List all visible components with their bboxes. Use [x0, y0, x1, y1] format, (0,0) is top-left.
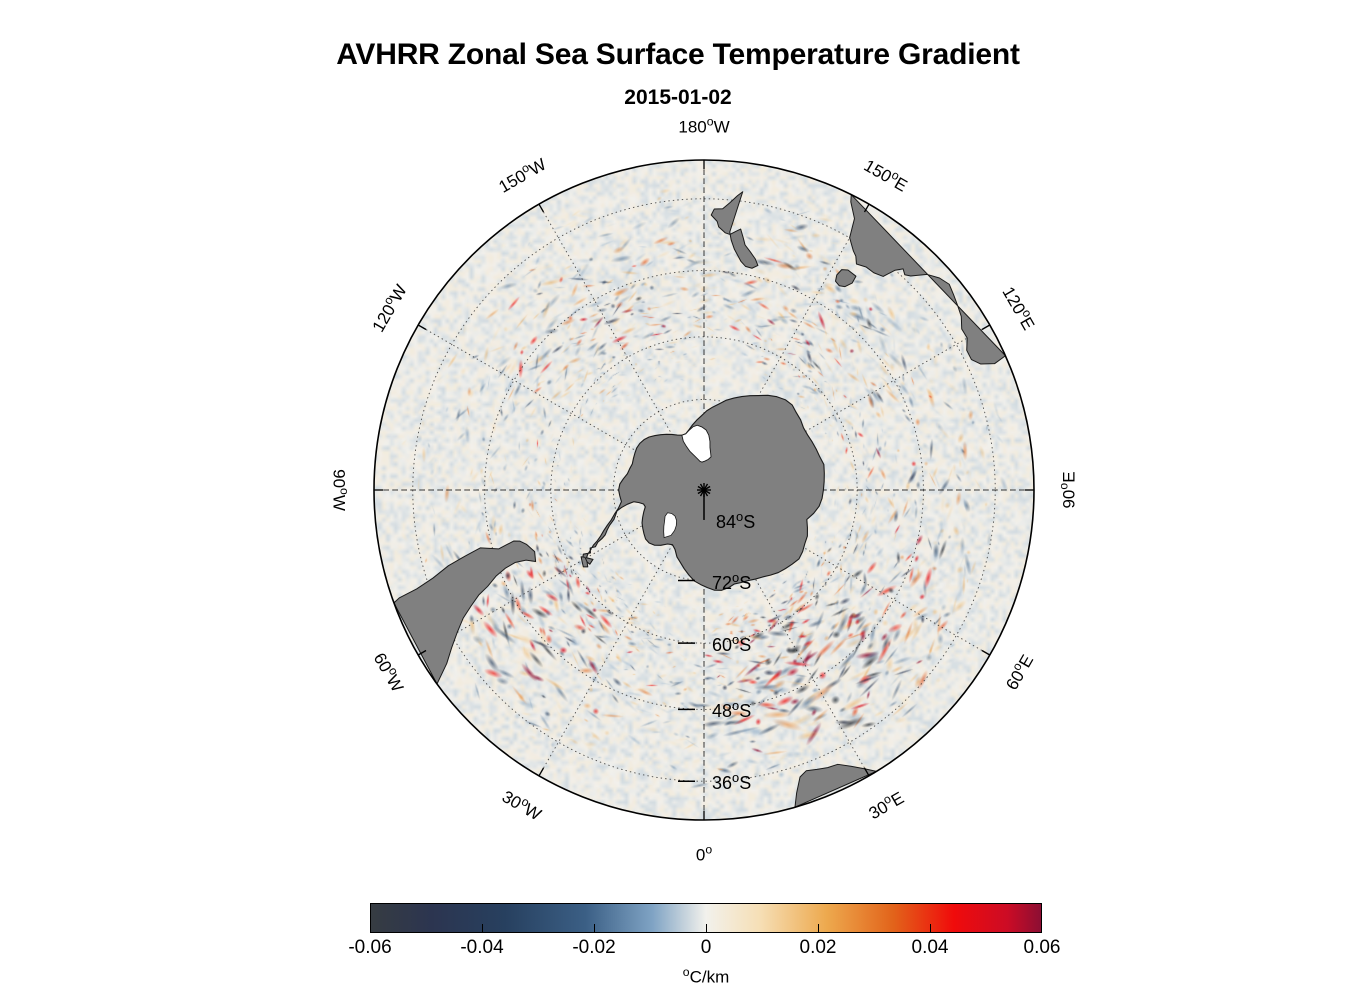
colorbar-ticks [370, 903, 1042, 933]
colorbar-tick [594, 924, 595, 933]
colorbar-tick-label: -0.02 [572, 937, 616, 958]
colorbar-tick [930, 924, 931, 933]
colorbar-tick-label: -0.06 [348, 937, 392, 958]
chart-subtitle: 2015-01-02 [624, 86, 732, 109]
colorbar-tick-label: 0.06 [1023, 937, 1061, 958]
chart-title: AVHRR Zonal Sea Surface Temperature Grad… [336, 38, 1020, 71]
colorbar-tick-label: 0.04 [911, 937, 949, 958]
map-overlay [373, 159, 1035, 821]
colorbar-tick-label: -0.04 [460, 937, 504, 958]
colorbar-unit: oC/km [682, 965, 730, 987]
colorbar-tick [818, 924, 819, 933]
colorbar-tick-label: 0.02 [799, 937, 837, 958]
colorbar-tick [482, 924, 483, 933]
colorbar-tick-labels: -0.06 -0.04 -0.02 0 0.02 0.04 0.06 [348, 937, 1060, 961]
polar-map [346, 132, 1062, 848]
colorbar-tick [706, 924, 707, 933]
colorbar-tick-label: 0 [700, 937, 712, 958]
colorbar: -0.06 -0.04 -0.02 0 0.02 0.04 0.06 oC/km [348, 903, 1060, 987]
